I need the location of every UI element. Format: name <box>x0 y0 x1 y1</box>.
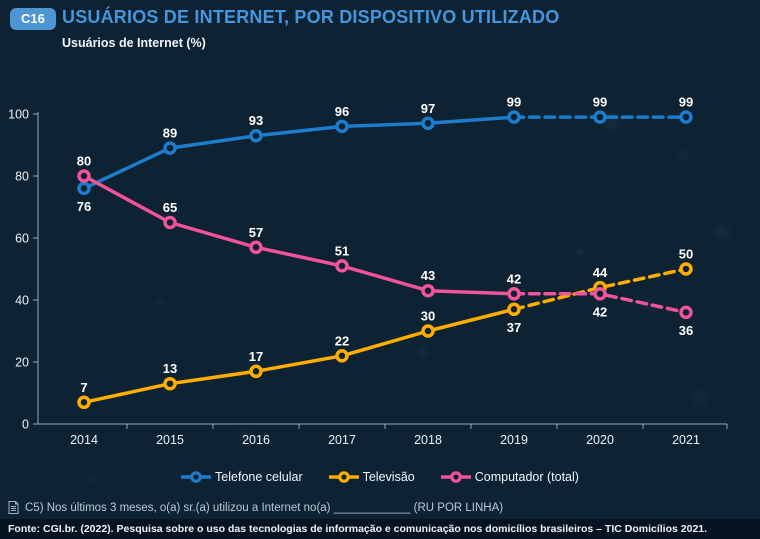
data-point-telefone-celular-2020 <box>593 110 607 124</box>
x-tick-label: 2018 <box>414 433 442 447</box>
value-label-televisao-2016: 17 <box>249 349 263 364</box>
value-label-computador-total-2020: 42 <box>593 304 607 319</box>
data-point-televisao-2015 <box>163 376 177 391</box>
legend-item-telefone-celular: Telefone celular <box>181 470 303 484</box>
value-label-televisao-2020: 44 <box>593 265 608 280</box>
x-tick-label: 2014 <box>70 433 98 447</box>
document-icon <box>8 501 19 514</box>
data-point-telefone-celular-2015 <box>163 141 177 155</box>
data-point-computador-total-2017 <box>335 259 349 273</box>
x-tick-label: 2021 <box>672 433 700 447</box>
x-tick-label: 2020 <box>586 433 614 447</box>
data-point-telefone-celular-2014 <box>77 181 91 196</box>
value-label-telefone-celular-2015: 89 <box>163 126 177 141</box>
line-chart: 0 20 40 60 80 100 2014 2015 2016 2017 2018 2019 2020… <box>8 95 728 447</box>
source-bar: Fonte: CGI.br. (2022). Pesquisa sobre o … <box>0 519 760 539</box>
value-label-telefone-celular-2014: 76 <box>77 199 91 214</box>
data-point-telefone-celular-2021 <box>679 110 693 124</box>
value-label-televisao-2021: 50 <box>679 247 693 262</box>
legend-label: Computador (total) <box>474 470 579 484</box>
data-point-televisao-2014 <box>77 395 91 410</box>
y-tick-label: 40 <box>15 294 29 308</box>
y-tick-label: 60 <box>15 232 29 246</box>
x-tick-label: 2017 <box>328 433 356 447</box>
series-computador-total-solid-line <box>82 174 516 296</box>
data-point-computador-total-2021 <box>679 305 693 320</box>
value-label-televisao-2015: 13 <box>163 361 177 376</box>
y-tick-label: 80 <box>15 170 29 184</box>
value-label-televisao-2018: 30 <box>421 309 435 324</box>
value-label-computador-total-2017: 51 <box>335 243 349 258</box>
legend-marker-icon <box>440 471 471 483</box>
data-point-telefone-celular-2016 <box>249 128 263 143</box>
x-tick-label: 2015 <box>156 433 184 447</box>
y-tick-label: 20 <box>15 356 29 370</box>
y-tick-label: 0 <box>22 418 29 432</box>
legend-label: Televisão <box>362 470 415 484</box>
chart-subtitle: Usuários de Internet (%) <box>62 36 206 50</box>
data-point-televisao-2018 <box>421 324 435 338</box>
legend-marker-icon <box>181 471 212 483</box>
value-label-telefone-celular-2019: 99 <box>507 95 521 110</box>
page-title: USUÁRIOS DE INTERNET, POR DISPOSITIVO UT… <box>62 7 560 27</box>
data-point-televisao-2019 <box>507 302 521 317</box>
data-point-telefone-celular-2017 <box>335 119 349 134</box>
question-text: C5) Nos últimos 3 meses, o(a) sr.(a) uti… <box>25 501 504 514</box>
series-televisao: 7 13 17 22 30 37 44 50 <box>77 247 693 410</box>
value-label-telefone-celular-2021: 99 <box>679 95 693 110</box>
data-point-televisao-2021 <box>679 262 693 276</box>
value-label-telefone-celular-2020: 99 <box>593 95 607 110</box>
value-label-computador-total-2019: 42 <box>507 271 521 286</box>
data-point-televisao-2016 <box>249 364 263 379</box>
value-label-computador-total-2021: 36 <box>679 323 693 338</box>
value-label-computador-total-2018: 43 <box>421 268 435 283</box>
value-label-televisao-2017: 22 <box>335 333 349 348</box>
value-label-televisao-2014: 7 <box>80 380 87 395</box>
question-footnote: C5) Nos últimos 3 meses, o(a) sr.(a) uti… <box>8 501 503 514</box>
x-tick-label: 2016 <box>242 433 270 447</box>
data-point-computador-total-2018 <box>421 283 435 298</box>
data-point-computador-total-2014 <box>77 169 91 183</box>
value-label-telefone-celular-2018: 97 <box>421 101 435 116</box>
legend-label: Telefone celular <box>215 470 303 484</box>
series-televisao-solid-line <box>82 307 516 405</box>
chart-legend: Telefone celular Televisão Computador (tot… <box>0 470 760 484</box>
legend-item-computador-total: Computador (total) <box>440 470 579 484</box>
chart-code-badge: C16 <box>10 8 56 30</box>
data-point-computador-total-2020 <box>593 287 607 301</box>
y-tick-label: 100 <box>8 108 29 122</box>
value-label-telefone-celular-2017: 96 <box>335 104 349 119</box>
data-point-computador-total-2019 <box>507 287 521 301</box>
data-point-telefone-celular-2018 <box>421 116 435 131</box>
data-point-telefone-celular-2019 <box>507 110 521 124</box>
value-label-computador-total-2015: 65 <box>163 200 177 215</box>
value-label-telefone-celular-2016: 93 <box>249 113 263 128</box>
data-point-computador-total-2016 <box>249 240 263 255</box>
value-label-televisao-2019: 37 <box>507 320 521 335</box>
legend-item-televisao: Televisão <box>328 470 415 484</box>
legend-marker-icon <box>328 471 359 483</box>
series-telefone-celular-solid-line <box>82 115 516 191</box>
data-point-computador-total-2015 <box>163 215 177 230</box>
series-computador-total: 80 65 57 51 43 42 42 36 <box>77 154 693 338</box>
data-point-televisao-2017 <box>335 349 349 363</box>
x-tick-label: 2019 <box>500 433 528 447</box>
value-label-computador-total-2014: 80 <box>77 154 91 169</box>
value-label-computador-total-2016: 57 <box>249 225 263 240</box>
series-telefone-celular: 76 89 93 96 97 99 99 99 <box>77 95 693 214</box>
